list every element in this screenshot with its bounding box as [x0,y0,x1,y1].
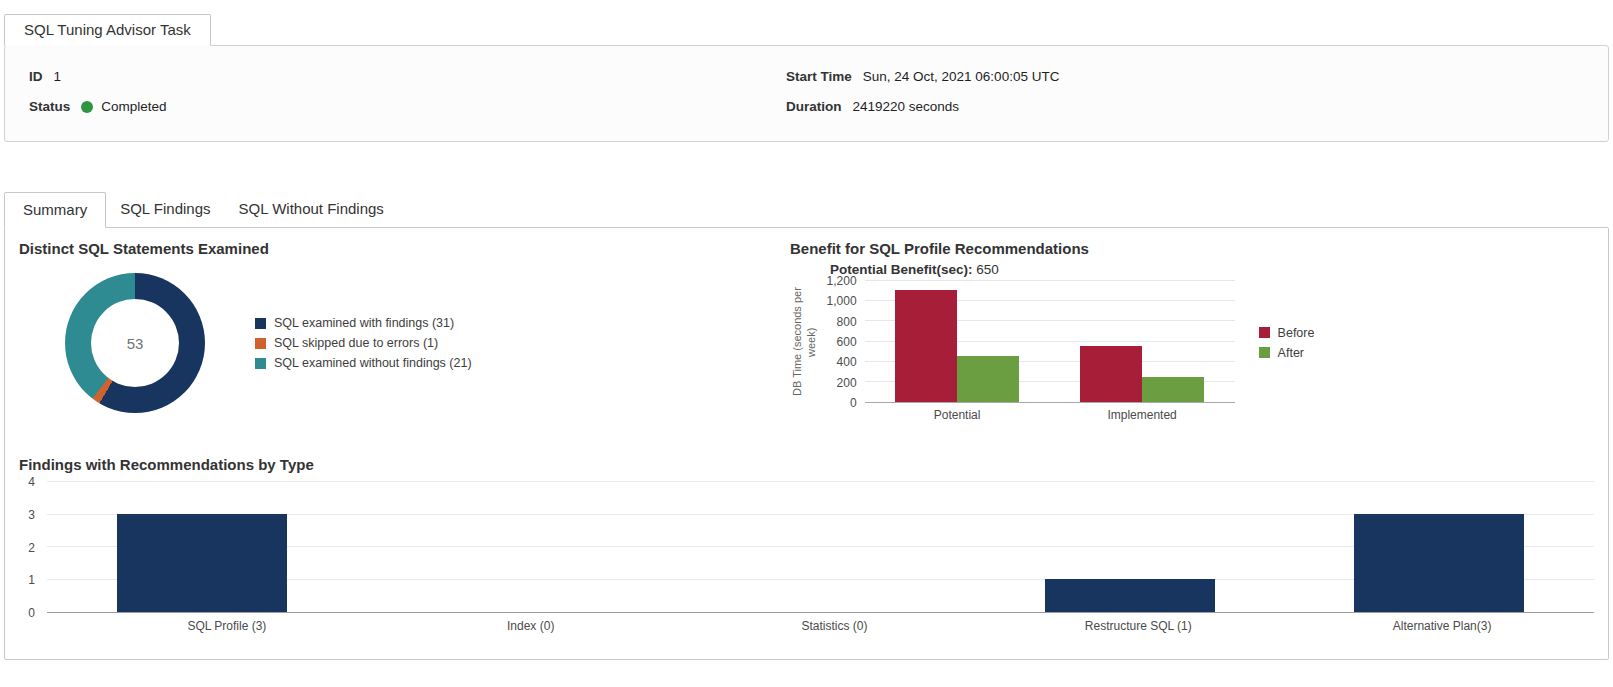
task-status-label: Status [29,99,70,114]
findings-bar [1354,514,1524,612]
y-tick-label: 2 [28,541,35,555]
legend-item: Before [1259,326,1315,340]
task-info-right: Start Time Sun, 24 Oct, 2021 06:00:05 UT… [786,67,1608,141]
distinct-sql-chart-section: Distinct SQL Statements Examined 53 SQL … [19,240,790,422]
task-card: SQL Tuning Advisor Task ID 1 Status Comp… [4,14,1609,142]
y-tick-label: 1,000 [827,294,857,308]
legend-swatch [255,358,266,369]
benefit-y-axis-ticks: 02004006008001,0001,200 [819,281,865,403]
y-tick-label: 0 [28,606,35,620]
potential-benefit-line: Potential Benefit(sec): 650 [830,262,1594,277]
y-tick-label: 1,200 [827,274,857,288]
legend-item: SQL skipped due to errors (1) [255,336,472,350]
task-status-value: Completed [101,99,166,114]
tab-sql-without-findings[interactable]: SQL Without Findings [225,192,398,228]
task-duration-row: Duration 2419220 seconds [786,97,1608,116]
legend-label: Before [1278,326,1315,340]
bar-group [47,482,356,612]
x-axis-label: Index (0) [379,619,683,633]
legend-label: After [1278,346,1304,360]
benefit-bar-chart: DB Time (seconds per week) 0 200 400 600 800… [790,281,1594,422]
task-id-value: 1 [54,69,62,84]
donut-chart: 53 SQL examined with findings (31) SQL sk… [19,273,790,413]
findings-plot-column: SQL Profile (3)Index (0)Statistics (0)Re… [47,482,1594,633]
findings-plot-area [47,482,1594,613]
charts-top-row: Distinct SQL Statements Examined 53 SQL … [19,240,1594,422]
task-start-time-row: Start Time Sun, 24 Oct, 2021 06:00:05 UT… [786,67,1608,86]
task-card-body: ID 1 Status Completed Start Time Sun, 24… [4,45,1609,142]
legend-swatch [255,318,266,329]
task-id-row: ID 1 [29,67,786,86]
y-tick-label: 3 [28,508,35,522]
findings-bar-chart: 01234 SQL Profile (3)Index (0)Statistics… [19,482,1594,633]
x-axis-label: SQL Profile (3) [75,619,379,633]
y-tick-label: 0 [850,396,857,410]
bar-after [1142,377,1204,402]
y-tick-label: 400 [837,355,857,369]
benefit-chart-title: Benefit for SQL Profile Recommendations [790,240,1594,257]
y-tick-label: 600 [837,335,857,349]
legend-swatch [255,338,266,349]
duration-label: Duration [786,99,842,114]
bar-before [895,290,957,402]
donut-center-total: 53 [91,299,179,387]
bar-group [356,482,665,612]
benefit-y-axis-title: DB Time (seconds per week) [790,281,819,403]
bar-group [1285,482,1594,612]
x-axis-label: Restructure SQL (1) [986,619,1290,633]
y-tick-label: 800 [837,315,857,329]
start-time-label: Start Time [786,69,852,84]
benefit-x-axis-labels: PotentialImplemented [865,408,1235,422]
x-axis-label: Potential [865,408,1050,422]
x-axis-label: Alternative Plan(3) [1290,619,1594,633]
bar-before [1080,346,1142,402]
status-completed-icon [81,101,93,113]
findings-y-axis-ticks: 01234 [19,482,43,613]
y-tick-label: 200 [837,376,857,390]
bar-group [975,482,1284,612]
tab-summary[interactable]: Summary [4,192,106,228]
y-tick-label: 1 [28,573,35,587]
donut-legend: SQL examined with findings (31) SQL skipp… [255,316,472,370]
legend-label: SQL examined without findings (21) [274,356,472,370]
task-id-label: ID [29,69,43,84]
benefit-plot-column: PotentialImplemented [865,281,1235,422]
tab-bar: Summary SQL Findings SQL Without Finding… [4,192,1609,228]
summary-panel-body: Distinct SQL Statements Examined 53 SQL … [4,227,1609,660]
start-time-value: Sun, 24 Oct, 2021 06:00:05 UTC [863,69,1060,84]
summary-panel: Summary SQL Findings SQL Without Finding… [4,192,1609,660]
findings-bar [117,514,287,612]
y-tick-label: 4 [28,475,35,489]
duration-value: 2419220 seconds [853,99,960,114]
benefit-plot-area [865,281,1235,403]
legend-swatch [1259,347,1270,358]
findings-x-axis-labels: SQL Profile (3)Index (0)Statistics (0)Re… [75,619,1594,633]
x-axis-label: Implemented [1050,408,1235,422]
legend-item: SQL examined with findings (31) [255,316,472,330]
legend-item: SQL examined without findings (21) [255,356,472,370]
x-axis-label: Statistics (0) [683,619,987,633]
findings-chart-title: Findings with Recommendations by Type [19,456,1594,473]
bar-group [666,482,975,612]
task-status-row: Status Completed [29,97,786,116]
bar-group [1050,281,1235,402]
legend-swatch [1259,327,1270,338]
bar-group [865,281,1050,402]
task-card-tab[interactable]: SQL Tuning Advisor Task [4,14,211,46]
task-info-left: ID 1 Status Completed [29,67,786,141]
findings-chart-section: Findings with Recommendations by Type 0 1… [19,456,1594,633]
benefit-chart-section: Benefit for SQL Profile Recommendations … [790,240,1594,422]
benefit-legend: Before After [1259,326,1315,360]
bar-after [957,356,1019,402]
legend-label: SQL skipped due to errors (1) [274,336,438,350]
potential-benefit-value: 650 [976,262,999,277]
legend-label: SQL examined with findings (31) [274,316,454,330]
legend-item: After [1259,346,1315,360]
tab-sql-findings[interactable]: SQL Findings [106,192,224,228]
distinct-sql-chart-title: Distinct SQL Statements Examined [19,240,790,257]
donut-ring: 53 [65,273,205,413]
findings-bar [1045,579,1215,612]
page: SQL Tuning Advisor Task ID 1 Status Comp… [4,14,1609,660]
